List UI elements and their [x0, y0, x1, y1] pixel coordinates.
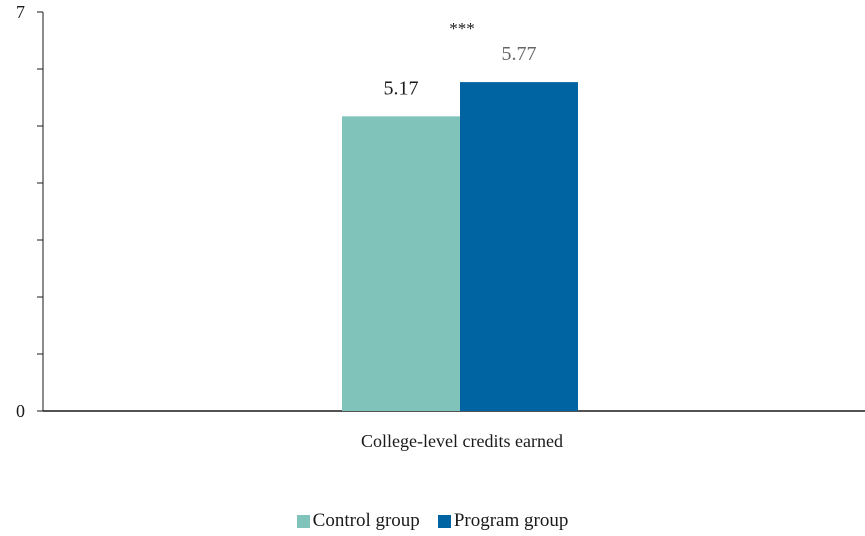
bars — [342, 82, 578, 412]
bar-control-group — [342, 116, 460, 411]
x-category-label: College-level credits earned — [361, 431, 563, 451]
data-label: 5.17 — [384, 77, 419, 99]
legend-swatch-program — [437, 514, 451, 528]
legend-label-program: Program group — [453, 510, 569, 531]
legend-item-program: Program group — [437, 510, 569, 532]
legend-label-control: Control group — [312, 510, 420, 531]
legend-item-control: Control group — [296, 510, 420, 532]
y-tick-label: 7 — [16, 2, 25, 22]
data-label: 5.77 — [502, 43, 537, 65]
significance-label: *** — [449, 19, 475, 38]
data-labels: 5.17 5.77 — [384, 43, 537, 99]
y-tick-label: 0 — [16, 401, 25, 421]
legend: Control group Program group — [0, 510, 865, 532]
legend-swatch-control — [296, 514, 310, 528]
bar-program-group — [460, 82, 578, 412]
